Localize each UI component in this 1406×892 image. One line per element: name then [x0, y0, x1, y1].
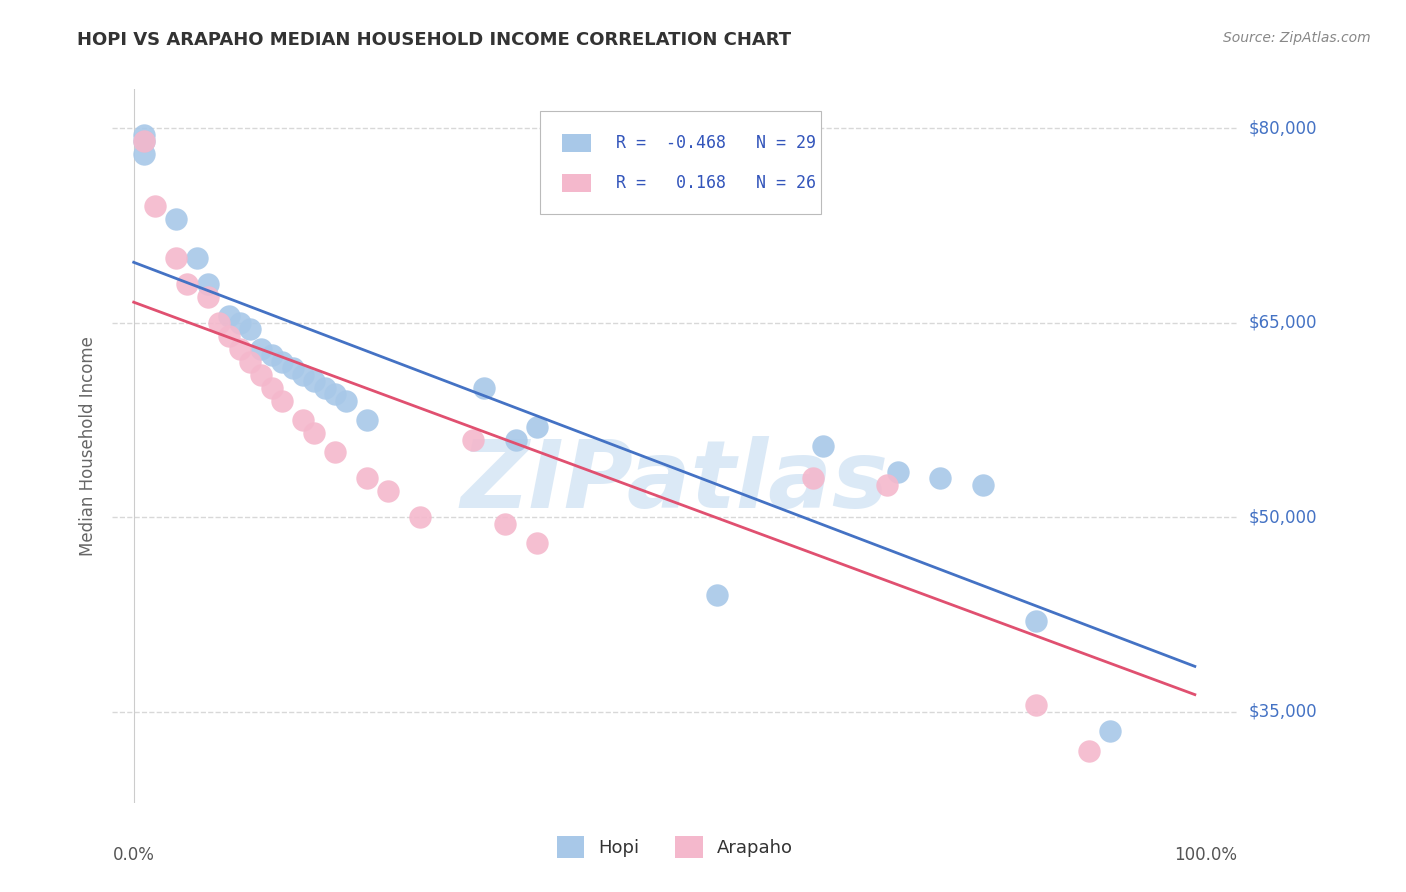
Point	[1025, 698, 1047, 713]
Point	[271, 354, 294, 368]
FancyBboxPatch shape	[540, 111, 821, 214]
Point	[207, 316, 229, 330]
Point	[281, 361, 304, 376]
Point	[165, 211, 187, 226]
Legend: Hopi, Arapaho: Hopi, Arapaho	[550, 829, 800, 865]
Point	[186, 251, 208, 265]
Point	[143, 199, 166, 213]
Point	[134, 128, 156, 142]
Point	[218, 328, 240, 343]
Point	[302, 374, 325, 388]
Point	[876, 478, 898, 492]
Text: $50,000: $50,000	[1249, 508, 1317, 526]
Text: Source: ZipAtlas.com: Source: ZipAtlas.com	[1223, 31, 1371, 45]
Point	[197, 290, 219, 304]
Point	[505, 433, 527, 447]
Point	[314, 381, 336, 395]
Text: $35,000: $35,000	[1249, 703, 1317, 721]
Point	[972, 478, 994, 492]
Point	[134, 134, 156, 148]
Point	[260, 348, 283, 362]
Point	[260, 381, 283, 395]
Point	[1098, 724, 1121, 739]
Point	[526, 419, 548, 434]
Point	[356, 413, 378, 427]
Point	[271, 393, 294, 408]
Point	[165, 251, 187, 265]
Text: ZIPatlas: ZIPatlas	[461, 435, 889, 528]
FancyBboxPatch shape	[562, 174, 591, 192]
Point	[335, 393, 357, 408]
Point	[250, 368, 273, 382]
Point	[409, 510, 432, 524]
Point	[356, 471, 378, 485]
Text: R =  -0.468   N = 29: R = -0.468 N = 29	[616, 134, 817, 152]
Point	[229, 342, 252, 356]
Point	[929, 471, 952, 485]
Point	[229, 316, 252, 330]
Point	[134, 134, 156, 148]
Point	[239, 354, 262, 368]
Point	[323, 387, 346, 401]
Text: R =   0.168   N = 26: R = 0.168 N = 26	[616, 174, 817, 192]
Point	[239, 322, 262, 336]
Point	[813, 439, 835, 453]
Point	[292, 368, 315, 382]
Point	[472, 381, 495, 395]
Point	[706, 588, 728, 602]
Text: 0.0%: 0.0%	[112, 846, 155, 863]
Point	[463, 433, 485, 447]
Point	[197, 277, 219, 291]
Point	[696, 121, 718, 136]
Text: 100.0%: 100.0%	[1174, 846, 1237, 863]
Point	[1025, 614, 1047, 628]
Point	[886, 465, 908, 479]
Point	[176, 277, 198, 291]
Point	[292, 413, 315, 427]
Point	[526, 536, 548, 550]
Point	[218, 310, 240, 324]
Point	[250, 342, 273, 356]
Point	[1077, 744, 1099, 758]
Text: $65,000: $65,000	[1249, 314, 1317, 332]
Point	[801, 471, 824, 485]
Point	[377, 484, 399, 499]
Text: HOPI VS ARAPAHO MEDIAN HOUSEHOLD INCOME CORRELATION CHART: HOPI VS ARAPAHO MEDIAN HOUSEHOLD INCOME …	[77, 31, 792, 49]
Point	[494, 516, 516, 531]
Y-axis label: Median Household Income: Median Household Income	[79, 336, 97, 556]
Point	[323, 445, 346, 459]
Point	[134, 147, 156, 161]
Text: $80,000: $80,000	[1249, 120, 1317, 137]
FancyBboxPatch shape	[562, 134, 591, 152]
Point	[302, 425, 325, 440]
